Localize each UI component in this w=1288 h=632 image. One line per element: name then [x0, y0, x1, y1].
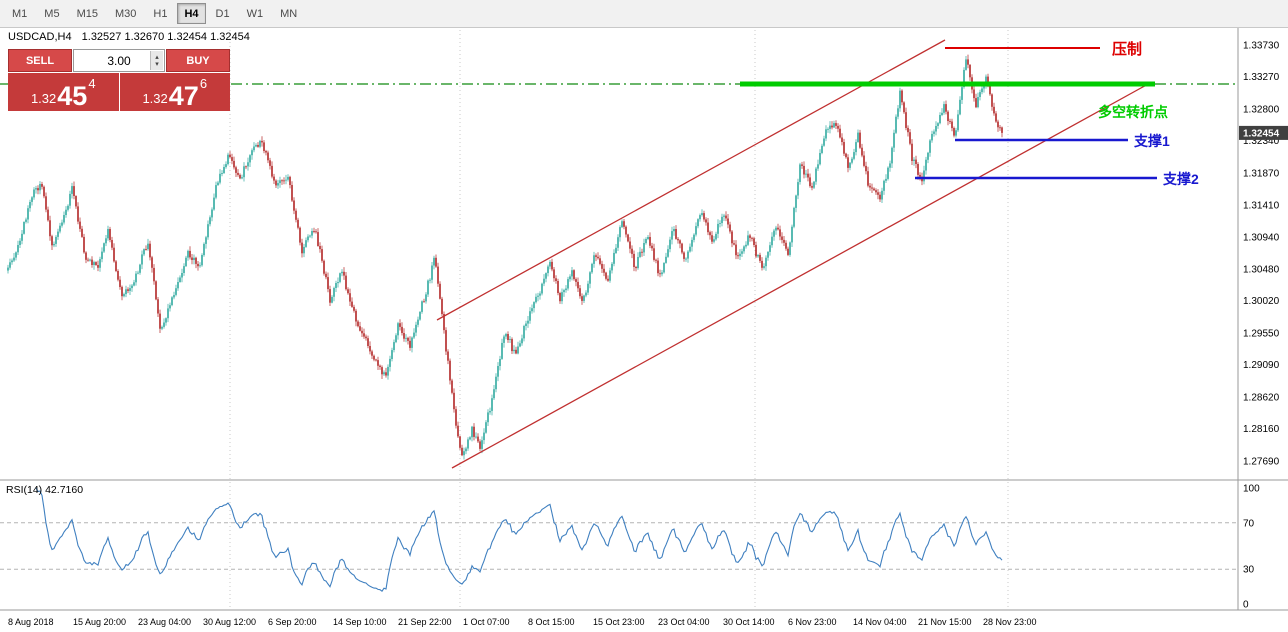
buy-price-pips: 47: [168, 81, 199, 112]
ohlc-values: 1.32527 1.32670 1.32454 1.32454: [81, 31, 250, 43]
channel-upper-line[interactable]: [436, 39, 946, 321]
svg-text:1.33730: 1.33730: [1243, 41, 1280, 52]
chart-window: 多空转折点 压制支撑1 支撑2 1.33730 1.33270 1.32800 1.3234…: [0, 28, 1288, 632]
svg-text:15 Aug 20:00: 15 Aug 20:00: [73, 617, 126, 627]
svg-text:1.28620: 1.28620: [1243, 392, 1280, 403]
svg-text:1.29550: 1.29550: [1243, 328, 1280, 339]
svg-text:100: 100: [1243, 484, 1260, 495]
svg-text:6 Nov 23:00: 6 Nov 23:00: [788, 617, 837, 627]
svg-text:14 Sep 10:00: 14 Sep 10:00: [333, 617, 387, 627]
chart-background: [0, 28, 1288, 632]
volume-stepper[interactable]: 3.00 ▴ ▾: [73, 49, 165, 72]
timeframe-button-h1[interactable]: H1: [146, 3, 174, 24]
svg-text:1.32340: 1.32340: [1243, 136, 1280, 147]
svg-text:1.32800: 1.32800: [1243, 105, 1280, 116]
volume-spin-buttons[interactable]: ▴ ▾: [150, 51, 163, 70]
price-scale[interactable]: 1.33730 1.33270 1.32800 1.32340 1.31870 1.314…: [1243, 41, 1280, 468]
timeframe-button-mn[interactable]: MN: [273, 3, 304, 24]
svg-text:1.28160: 1.28160: [1243, 424, 1280, 435]
svg-text:1.33270: 1.33270: [1243, 72, 1280, 83]
sell-price-prefix: 1.32: [30, 91, 57, 106]
channel-lower-line[interactable]: [451, 82, 1151, 469]
timeframe-button-m15[interactable]: M15: [70, 3, 105, 24]
svg-text:8 Aug 2018: 8 Aug 2018: [8, 617, 54, 627]
svg-text:21 Sep 22:00: 21 Sep 22:00: [398, 617, 452, 627]
svg-text:30 Aug 12:00: 30 Aug 12:00: [203, 617, 256, 627]
svg-text:1.31870: 1.31870: [1243, 169, 1280, 180]
support2-label[interactable]: 支撑2: [1162, 171, 1199, 187]
svg-text:1.29090: 1.29090: [1243, 360, 1280, 371]
current-price-badge: [1239, 125, 1288, 140]
timeframe-button-m1[interactable]: M1: [5, 3, 34, 24]
timeframe-button-m5[interactable]: M5: [37, 3, 66, 24]
time-scale[interactable]: 8 Aug 2018 15 Aug 20:00 23 Aug 04:00 30 Aug…: [8, 617, 1037, 627]
buy-price-display[interactable]: 1.32 47 6: [119, 73, 230, 112]
one-click-trading-panel: SELL 3.00 ▴ ▾ BUY 1.32 45 4 1.32: [8, 49, 230, 111]
svg-text:1.30480: 1.30480: [1243, 264, 1280, 275]
resistance-label[interactable]: 压制: [1112, 40, 1142, 58]
svg-text:1.31410: 1.31410: [1243, 200, 1280, 211]
timeframe-button-m30[interactable]: M30: [108, 3, 143, 24]
sell-price-sup: 4: [88, 76, 96, 91]
timeframe-button-h4[interactable]: H4: [177, 3, 206, 24]
timeframe-toolbar: M1 M5 M15 M30 H1 H4 D1 W1 MN: [0, 0, 1288, 28]
svg-text:0: 0: [1243, 600, 1249, 611]
svg-text:15 Oct 23:00: 15 Oct 23:00: [593, 617, 645, 627]
svg-text:30: 30: [1243, 565, 1255, 576]
pivot-label[interactable]: 多空转折点: [1098, 104, 1168, 120]
trade-panel-top-row: SELL 3.00 ▴ ▾ BUY: [8, 49, 230, 72]
buy-price-prefix: 1.32: [142, 91, 168, 106]
svg-text:14 Nov 04:00: 14 Nov 04:00: [853, 617, 907, 627]
symbol-period-label: USDCAD,H4: [8, 31, 72, 43]
spin-down-icon[interactable]: ▾: [155, 60, 159, 68]
current-price-badge-text: 1.32454: [1243, 128, 1280, 139]
chart-header: USDCAD,H4 1.32527 1.32670 1.32454 1.3245…: [8, 31, 250, 43]
svg-text:1.30020: 1.30020: [1243, 296, 1280, 307]
trade-panel-price-row: 1.32 45 4 1.32 47 6: [8, 73, 230, 111]
support1-label[interactable]: 支撑1: [1133, 133, 1170, 149]
svg-text:30 Oct 14:00: 30 Oct 14:00: [723, 617, 775, 627]
sell-price-pips: 45: [57, 81, 88, 112]
svg-text:1.30940: 1.30940: [1243, 233, 1280, 244]
rsi-line: [35, 487, 1003, 592]
volume-value: 3.00: [107, 53, 131, 68]
rsi-indicator-label: RSI(14) 42.7160: [6, 484, 84, 496]
svg-text:21 Nov 15:00: 21 Nov 15:00: [918, 617, 972, 627]
timeframe-button-d1[interactable]: D1: [209, 3, 237, 24]
rsi-scale[interactable]: 100 70 30 0: [1243, 484, 1260, 611]
spin-up-icon[interactable]: ▴: [155, 53, 159, 61]
svg-text:23 Aug 04:00: 23 Aug 04:00: [138, 617, 191, 627]
sell-price-display[interactable]: 1.32 45 4: [8, 73, 119, 111]
svg-text:8 Oct 15:00: 8 Oct 15:00: [528, 617, 575, 627]
svg-text:28 Nov 23:00: 28 Nov 23:00: [983, 617, 1037, 627]
svg-text:23 Oct 04:00: 23 Oct 04:00: [658, 617, 710, 627]
candles: [7, 54, 1003, 460]
svg-text:70: 70: [1243, 518, 1255, 529]
svg-text:1.27690: 1.27690: [1243, 457, 1280, 468]
svg-text:1 Oct 07:00: 1 Oct 07:00: [463, 617, 510, 627]
svg-text:6 Sep 20:00: 6 Sep 20:00: [268, 617, 317, 627]
sell-button[interactable]: SELL: [8, 49, 72, 72]
buy-price-sup: 6: [199, 76, 208, 91]
timeframe-button-w1[interactable]: W1: [240, 3, 271, 24]
buy-button[interactable]: BUY: [166, 49, 230, 72]
period-separators: [229, 30, 1009, 610]
